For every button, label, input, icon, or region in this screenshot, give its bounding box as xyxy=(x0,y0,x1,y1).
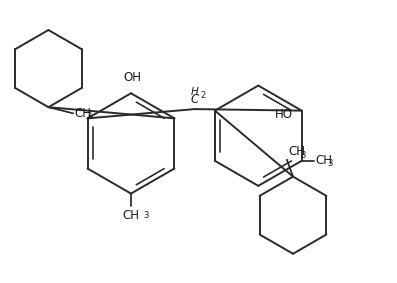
Text: CH: CH xyxy=(288,145,305,158)
Text: H: H xyxy=(191,87,198,97)
Text: 3: 3 xyxy=(143,211,148,220)
Text: 3: 3 xyxy=(328,159,333,168)
Text: 3: 3 xyxy=(87,112,92,121)
Text: 2: 2 xyxy=(200,91,206,100)
Text: CH: CH xyxy=(75,107,92,120)
Text: 3: 3 xyxy=(301,151,306,160)
Text: OH: OH xyxy=(123,71,142,84)
Text: CH: CH xyxy=(123,209,139,222)
Text: CH: CH xyxy=(316,154,333,167)
Text: HO: HO xyxy=(274,108,293,121)
Text: C: C xyxy=(191,93,199,106)
